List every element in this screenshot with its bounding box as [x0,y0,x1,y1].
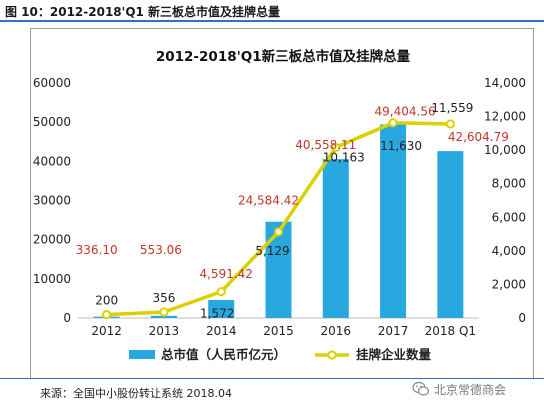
bar [437,151,464,318]
bar-data-label: 40,558.11 [295,138,356,152]
bar-data-label: 336.10 [76,243,118,257]
line-data-label: 11,559 [431,101,473,115]
bar [265,221,292,318]
bar-data-label: 24,584.42 [238,194,299,208]
line-data-label: 1,572 [200,307,234,321]
legend-swatch-bars [129,350,155,359]
y-left-tick-label: 50000 [33,115,71,129]
line-data-label: 11,630 [380,139,422,153]
legend-label-line: 挂牌企业数量 [356,347,432,362]
bar-data-label: 49,404.56 [375,104,436,118]
y-right-tick-label: 0 [518,311,526,325]
y-left-tick-label: 40000 [33,154,71,168]
figure-label: 图 10：2012-2018'Q1 新三板总市值及挂牌总量 [5,5,281,19]
bar [322,159,349,318]
chart: 2012-2018'Q1新三板总市值及挂牌总量 0 10000 20000 30000 4… [33,48,526,362]
line-data-label: 200 [95,294,118,308]
bar [208,300,235,318]
y-right-tick-label: 4,000 [492,244,526,258]
bar-data-label: 42,604.79 [448,130,509,144]
legend-label-bars: 总市值（人民币亿元） [161,347,286,362]
y-right-tick-label: 6,000 [492,210,526,224]
figure-header: 图 10：2012-2018'Q1 新三板总市值及挂牌总量 [0,0,544,22]
bar-data-label: 4,591.42 [199,267,252,281]
chart-frame: 2012-2018'Q1新三板总市值及挂牌总量 0 10000 20000 30000 4… [30,28,534,379]
line-point [159,307,169,317]
line-point [216,287,226,297]
y-right-tick-label: 10,000 [484,143,526,157]
wechat-icon [412,381,430,396]
x-tick-label: 2018 Q1 [425,324,476,338]
source-note: 来源：全国中小股份转让系统 2018.04 [40,387,232,400]
y-left-tick-label: 10000 [33,272,71,286]
line-point [331,142,341,153]
bar [380,124,407,318]
chart-title: 2012-2018'Q1新三板总市值及挂牌总量 [156,48,411,65]
y-right-tick-label: 12,000 [484,110,526,124]
y-right-tick-label: 8,000 [492,177,526,191]
x-tick-label: 2015 [263,324,294,338]
x-tick-label: 2017 [378,324,409,338]
x-tick-label: 2016 [321,324,352,338]
y-left-tick-label: 30000 [33,194,71,208]
y-left-tick-label: 20000 [33,233,71,247]
line-point [388,118,398,128]
x-tick-label: 2012 [91,324,122,338]
line-point [273,227,284,237]
line-data-label: 356 [152,291,175,305]
watermark-text: 北京常德商会 [434,382,507,397]
x-tick-label: 2014 [206,324,237,338]
source-divider [0,378,544,379]
line-data-label: 10,163 [323,150,365,164]
x-tick-label: 2013 [149,324,180,338]
y-left-tick-label: 60000 [33,76,71,90]
line-point [445,119,455,129]
y-left-tick-label: 0 [63,311,71,325]
line-point [102,310,112,320]
line-data-label: 5,129 [255,244,289,258]
watermark: 北京常德商会 [412,380,506,398]
bar-data-label: 553.06 [140,243,182,257]
legend-swatch-point [327,350,337,360]
bar [150,315,177,318]
y-right-tick-label: 14,000 [484,76,526,90]
y-right-tick-label: 2,000 [492,277,526,291]
